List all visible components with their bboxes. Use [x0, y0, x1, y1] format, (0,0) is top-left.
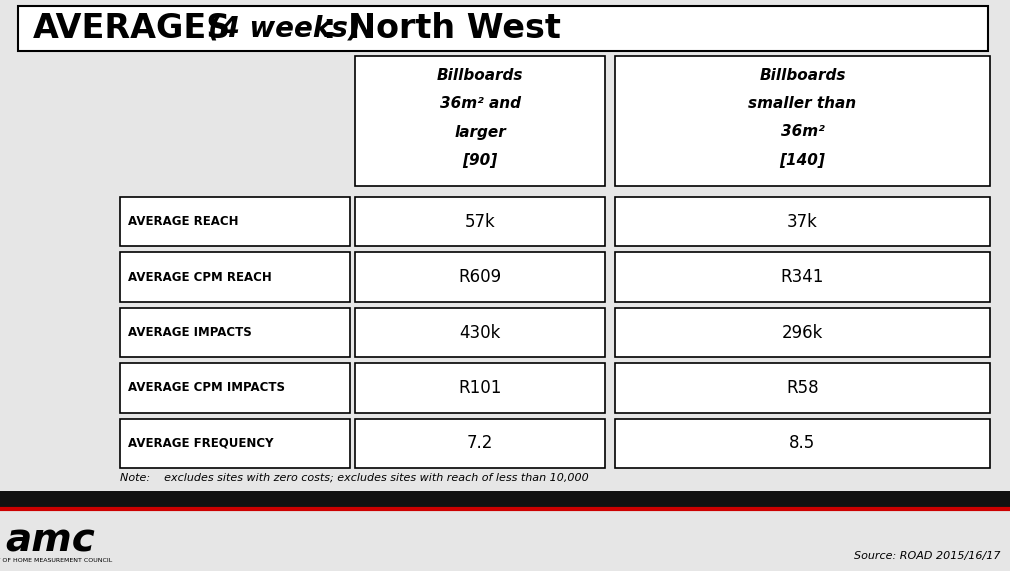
FancyBboxPatch shape	[120, 363, 350, 413]
FancyBboxPatch shape	[120, 252, 350, 302]
Text: AVERAGE CPM IMPACTS: AVERAGE CPM IMPACTS	[128, 381, 285, 395]
Text: smaller than: smaller than	[748, 96, 856, 111]
Text: 7.2: 7.2	[467, 435, 493, 452]
Text: 37k: 37k	[787, 213, 818, 231]
FancyBboxPatch shape	[120, 308, 350, 357]
FancyBboxPatch shape	[355, 363, 605, 413]
Text: Billboards: Billboards	[436, 69, 523, 83]
FancyBboxPatch shape	[615, 252, 990, 302]
Text: Note:    excludes sites with zero costs; excludes sites with reach of less than : Note: excludes sites with zero costs; ex…	[120, 473, 589, 483]
FancyBboxPatch shape	[355, 308, 605, 357]
Text: AVERAGE CPM REACH: AVERAGE CPM REACH	[128, 271, 272, 284]
Text: AVERAGE REACH: AVERAGE REACH	[128, 215, 238, 228]
FancyBboxPatch shape	[120, 419, 350, 468]
Text: 296k: 296k	[782, 324, 823, 341]
Text: Billboards: Billboards	[760, 69, 845, 83]
Text: larger: larger	[454, 124, 506, 139]
FancyBboxPatch shape	[355, 252, 605, 302]
Text: AVERAGES: AVERAGES	[33, 12, 231, 45]
Text: R341: R341	[781, 268, 824, 286]
Text: 430k: 430k	[460, 324, 501, 341]
FancyBboxPatch shape	[0, 491, 1010, 509]
Text: Source: ROAD 2015/16/17: Source: ROAD 2015/16/17	[853, 551, 1000, 561]
Text: AVERAGE IMPACTS: AVERAGE IMPACTS	[128, 326, 251, 339]
FancyBboxPatch shape	[355, 197, 605, 247]
FancyBboxPatch shape	[615, 308, 990, 357]
Text: [90]: [90]	[463, 152, 498, 167]
FancyBboxPatch shape	[615, 419, 990, 468]
Text: AVERAGE FREQUENCY: AVERAGE FREQUENCY	[128, 437, 274, 450]
FancyBboxPatch shape	[355, 56, 605, 186]
FancyBboxPatch shape	[18, 6, 988, 51]
Text: OUT OF HOME MEASUREMENT COUNCIL: OUT OF HOME MEASUREMENT COUNCIL	[0, 558, 113, 564]
Text: 36m² and: 36m² and	[439, 96, 520, 111]
Text: R609: R609	[459, 268, 502, 286]
FancyBboxPatch shape	[615, 363, 990, 413]
Text: [140]: [140]	[780, 152, 825, 167]
Text: amc: amc	[5, 522, 95, 560]
Text: 36m²: 36m²	[781, 124, 824, 139]
Text: R58: R58	[786, 379, 819, 397]
Text: (4 weeks): (4 weeks)	[208, 14, 361, 42]
FancyBboxPatch shape	[120, 197, 350, 247]
Text: R101: R101	[459, 379, 502, 397]
Text: 57k: 57k	[465, 213, 495, 231]
FancyBboxPatch shape	[615, 197, 990, 247]
Text: 8.5: 8.5	[790, 435, 816, 452]
FancyBboxPatch shape	[355, 419, 605, 468]
FancyBboxPatch shape	[615, 56, 990, 186]
Text: : North West: : North West	[323, 12, 561, 45]
